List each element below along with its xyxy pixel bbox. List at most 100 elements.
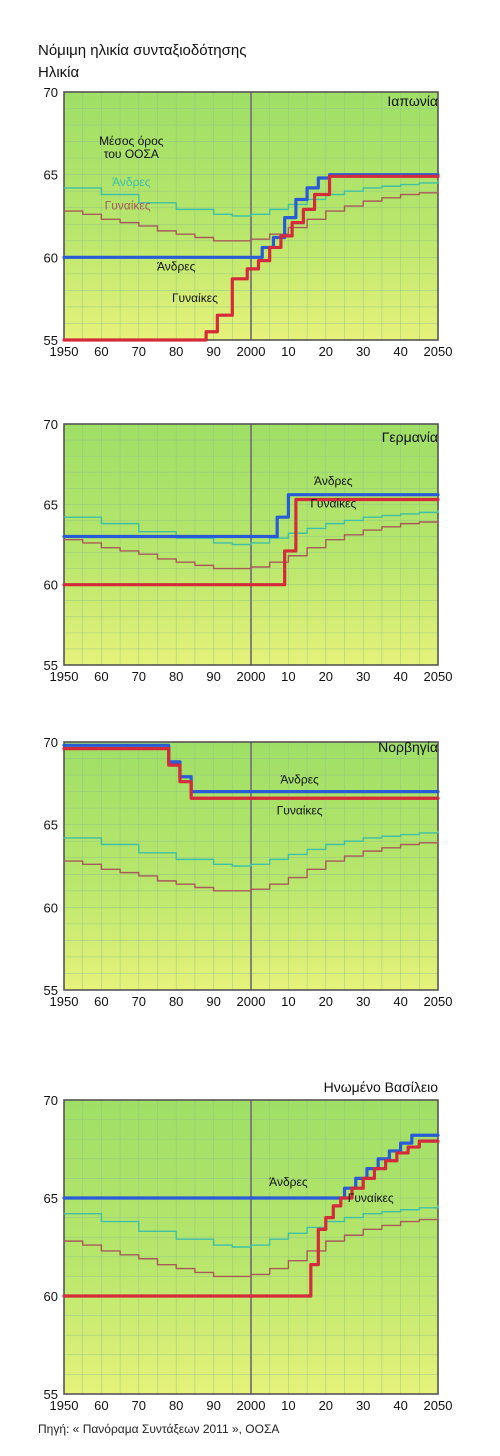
annotation-men: Άνδρες [280,772,319,786]
series-line-women [62,1139,440,1298]
x-tick-label: 60 [94,994,108,1009]
x-tick-label: 10 [281,669,295,684]
y-tick-label: 65 [44,168,58,183]
y-tick-label: 70 [44,735,58,750]
x-tick-label: 20 [319,344,333,359]
y-tick-label: 60 [44,1289,58,1304]
x-tick-label: 1950 [50,994,79,1009]
x-tick-label: 10 [281,344,295,359]
y-tick-label: 60 [44,578,58,593]
y-tick-label: 60 [44,250,58,265]
x-tick-label: 10 [281,1398,295,1413]
x-tick-label: 60 [94,344,108,359]
annotation-oecd: του ΟΟΣΑ [104,147,159,161]
country-label: Νορβηγία [378,739,438,755]
x-tick-label: 70 [132,669,146,684]
x-tick-label: 70 [132,344,146,359]
y-tick-label: 65 [44,497,58,512]
annotation-women: Γυναίκες [277,804,323,818]
x-tick-label: 40 [393,1398,407,1413]
series-line-oecd-women [63,840,439,892]
x-tick-label: 80 [169,669,183,684]
x-tick-label: 1950 [50,669,79,684]
chart-japan: 55 60 65 70 1950 60 70 80 90 2000 10 20 30 40 2050 Ιαπω… [44,85,453,359]
series-line-women [62,747,440,800]
plot-frame [63,91,439,341]
x-tick-label: 40 [393,669,407,684]
y-axis-label: Ηλικία [38,64,80,81]
x-tick-label: 60 [94,1398,108,1413]
series-line-women [62,497,440,587]
x-tick-label: 90 [206,344,220,359]
annotation-oecd_women: Γυναίκες [105,198,151,212]
annotation-men: Άνδρες [157,260,196,274]
x-tick-label: 90 [206,994,220,1009]
annotation-women: Γυναίκες [172,291,218,305]
chart-germany: 55 60 65 70 1950 60 70 80 90 2000 10 20 30 40 2050 Γερμ… [44,417,453,684]
x-tick-label: 1950 [50,344,79,359]
annotation-oecd_men: Άνδρες [112,175,151,189]
x-tick-label: 90 [206,1398,220,1413]
series-line-oecd-men [63,830,439,867]
x-tick-label: 20 [319,1398,333,1413]
x-tick-label: 30 [356,994,370,1009]
x-tick-label: 70 [132,994,146,1009]
x-tick-label: 2000 [237,344,266,359]
series-line-men [62,173,440,259]
x-tick-label: 80 [169,994,183,1009]
y-tick-label: 55 [44,1387,58,1402]
series-line-oecd-men [63,180,439,217]
y-tick-label: 65 [44,818,58,833]
annotation-men: Άνδρες [314,474,353,488]
x-tick-label: 1950 [50,1398,79,1413]
x-tick-label: 2050 [424,344,453,359]
plot-frame [63,1099,439,1395]
x-tick-label: 20 [319,669,333,684]
country-label: Ιαπωνία [387,93,438,109]
series-line-oecd-men [63,510,439,546]
x-tick-label: 10 [281,994,295,1009]
series-line-oecd-women [63,1216,439,1278]
x-tick-label: 30 [356,669,370,684]
y-tick-label: 70 [44,1093,58,1108]
x-tick-label: 2050 [424,669,453,684]
x-tick-label: 70 [132,1398,146,1413]
x-tick-label: 30 [356,1398,370,1413]
chart-norway: 55 60 65 70 1950 60 70 80 90 2000 10 20 30 40 2050 Νορβ… [44,735,453,1009]
y-tick-label: 65 [44,1191,58,1206]
x-tick-label: 20 [319,994,333,1009]
chart-united-kingdom: 55 60 65 70 1950 60 70 80 90 2000 10 20 30 40 2050 Ηνωμ… [44,1079,453,1413]
x-tick-label: 80 [169,344,183,359]
y-tick-label: 70 [44,85,58,100]
y-tick-label: 60 [44,900,58,915]
page-title: Νόμιμη ηλικία συνταξιοδότησης [38,42,247,59]
y-tick-label: 70 [44,417,58,432]
y-tick-label: 55 [44,983,58,998]
annotation-oecd: Μέσος όρος [99,134,164,148]
x-tick-label: 2000 [237,994,266,1009]
annotation-women: Γυναίκες [348,1191,394,1205]
x-tick-label: 40 [393,344,407,359]
x-tick-label: 90 [206,669,220,684]
x-tick-label: 2000 [237,1398,266,1413]
source-note: Πηγή: « Πανόραμα Συντάξεων 2011 », ΟΟΣΑ [38,1422,280,1436]
country-label: Ηνωμένο Βασίλειο [324,1079,439,1095]
series-line-oecd-men [63,1205,439,1248]
x-tick-label: 2000 [237,669,266,684]
x-tick-label: 80 [169,1398,183,1413]
x-tick-label: 2050 [424,1398,453,1413]
plot-frame [63,423,439,666]
series-line-oecd-women [63,519,439,570]
y-tick-label: 55 [44,658,58,673]
y-tick-label: 55 [44,333,58,348]
x-tick-label: 30 [356,344,370,359]
x-tick-label: 60 [94,669,108,684]
annotation-men: Άνδρες [269,1175,308,1189]
x-tick-label: 40 [393,994,407,1009]
country-label: Γερμανία [382,429,438,445]
series-line-oecd-women [63,190,439,242]
annotation-women: Γυναίκες [310,497,356,511]
series-line-women [62,174,440,342]
series-line-men [62,493,440,539]
x-tick-label: 2050 [424,994,453,1009]
